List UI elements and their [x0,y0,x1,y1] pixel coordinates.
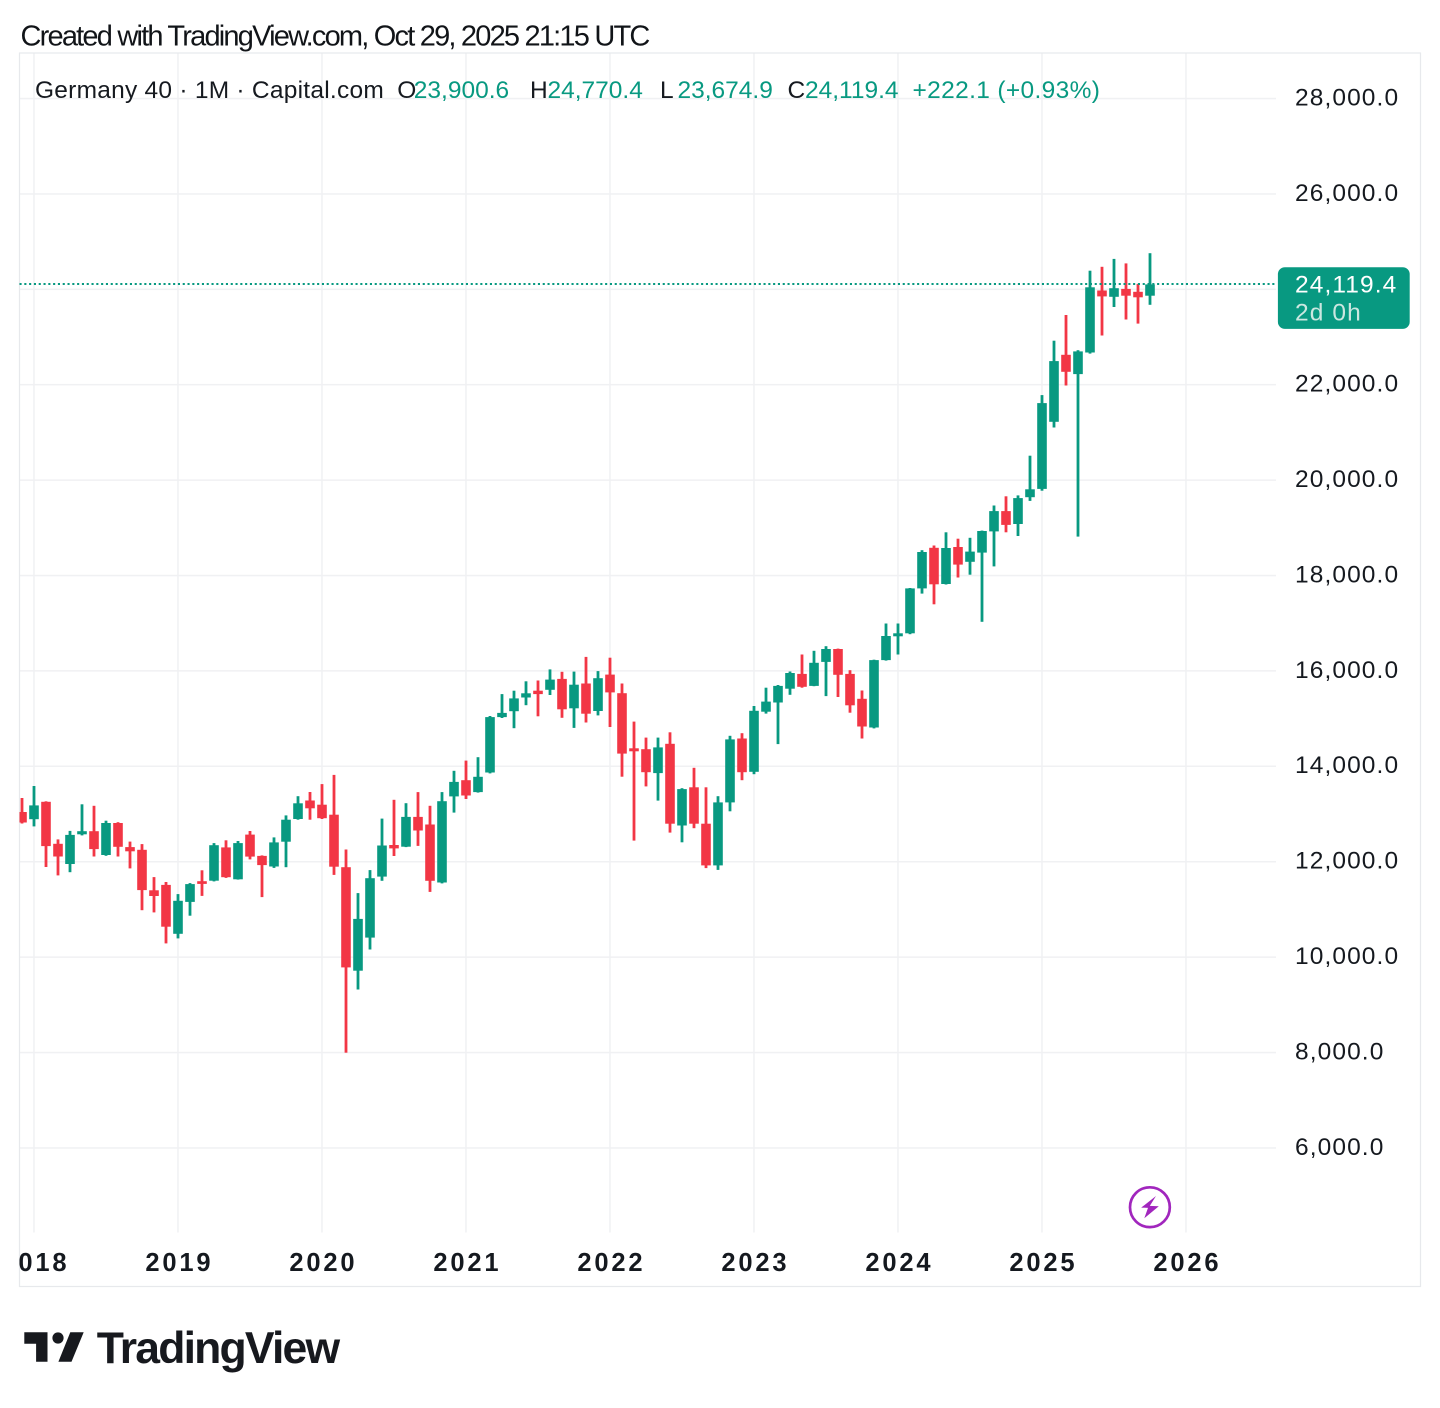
svg-text:2021: 2021 [433,1249,501,1277]
svg-text:24,119.4: 24,119.4 [805,77,899,104]
svg-text:14,000.0: 14,000.0 [1295,752,1399,779]
svg-text:+222.1 (+0.93%): +222.1 (+0.93%) [913,77,1101,104]
svg-text:6,000.0: 6,000.0 [1295,1134,1384,1161]
svg-text:O: O [397,77,416,104]
svg-text:C: C [788,77,806,104]
svg-text:8,000.0: 8,000.0 [1295,1038,1384,1065]
svg-text:2024: 2024 [865,1249,933,1277]
svg-text:TradingView: TradingView [97,1324,341,1373]
svg-text:26,000.0: 26,000.0 [1295,180,1399,207]
svg-text:24,770.4: 24,770.4 [548,77,643,104]
svg-text:23,900.6: 23,900.6 [414,77,509,104]
svg-text:16,000.0: 16,000.0 [1295,657,1399,684]
svg-text:18,000.0: 18,000.0 [1295,561,1399,588]
svg-text:20,000.0: 20,000.0 [1295,466,1399,493]
svg-text:2020: 2020 [289,1249,357,1277]
svg-text:23,674.9: 23,674.9 [678,77,773,104]
svg-text:2023: 2023 [721,1249,789,1277]
svg-text:2025: 2025 [1009,1249,1077,1277]
svg-text:2022: 2022 [577,1249,645,1277]
svg-text:2d 0h: 2d 0h [1295,300,1362,327]
svg-text:Germany 40 · 1M · Capital.com: Germany 40 · 1M · Capital.com [35,77,384,104]
svg-text:10,000.0: 10,000.0 [1295,943,1399,970]
svg-text:2026: 2026 [1153,1249,1221,1277]
svg-text:2018: 2018 [1,1249,69,1277]
svg-text:Created with TradingView.com,: Created with TradingView.com, Oct 29, 20… [21,21,650,53]
svg-text:22,000.0: 22,000.0 [1295,371,1399,398]
svg-text:12,000.0: 12,000.0 [1295,848,1399,875]
svg-text:24,119.4: 24,119.4 [1295,272,1397,299]
svg-text:H: H [530,77,548,104]
svg-text:2019: 2019 [145,1249,213,1277]
svg-text:L: L [660,77,674,104]
svg-text:28,000.0: 28,000.0 [1295,84,1399,111]
